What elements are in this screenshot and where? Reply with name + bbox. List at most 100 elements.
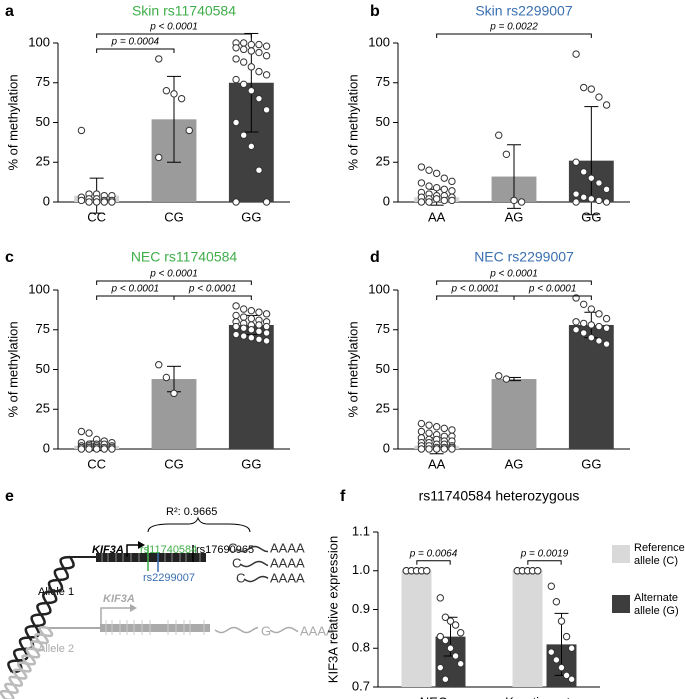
data-point <box>85 429 93 437</box>
significance-bracket <box>96 48 175 53</box>
data-point <box>547 648 555 656</box>
polya: AAAA <box>300 623 335 638</box>
data-point <box>185 126 193 135</box>
data-point <box>587 195 596 203</box>
data-point <box>580 300 588 309</box>
data-point <box>440 424 448 433</box>
data-point <box>417 419 426 428</box>
bar <box>491 379 537 449</box>
data-point <box>247 40 256 49</box>
data-point <box>580 329 588 337</box>
y-tick-label: 1.0 <box>352 562 370 577</box>
data-point <box>255 166 263 174</box>
data-point <box>417 445 426 453</box>
data-point <box>441 636 450 645</box>
y-tick-label: 100 <box>368 281 390 296</box>
y-tick-label: 75 <box>376 74 390 89</box>
data-point <box>448 177 456 186</box>
data-point <box>240 58 248 66</box>
data-point <box>432 183 441 192</box>
significance-bracket <box>436 33 592 38</box>
x-tick-label: GG <box>581 456 601 471</box>
arrow-head <box>138 541 145 549</box>
data-point <box>517 198 526 206</box>
data-point <box>92 198 101 206</box>
chart-title: Skin rs2299007 <box>475 3 573 19</box>
panel-letter: b <box>370 3 380 20</box>
data-point <box>451 652 460 660</box>
significance-bracket <box>96 33 252 38</box>
data-point <box>602 198 611 206</box>
p-value: p < 0.0001 <box>528 284 577 295</box>
data-point <box>436 594 444 602</box>
mrna <box>239 560 269 568</box>
data-point <box>423 567 431 575</box>
data-point <box>100 198 108 206</box>
data-point <box>85 198 93 206</box>
p-value: p < 0.0001 <box>489 269 538 280</box>
data-point <box>262 337 271 345</box>
data-point <box>446 644 455 652</box>
p-value: p < 0.0001 <box>451 284 500 295</box>
data-point <box>247 306 256 315</box>
x-tick-label: AA <box>428 209 446 224</box>
data-point <box>170 90 178 98</box>
data-point <box>448 426 456 434</box>
legend-swatch <box>612 545 630 563</box>
data-point <box>100 445 108 453</box>
data-point <box>441 675 450 683</box>
mrna <box>235 545 268 553</box>
legend-swatch <box>612 595 630 613</box>
exons <box>105 620 205 635</box>
data-point <box>425 182 433 190</box>
data-point <box>580 193 588 201</box>
data-point <box>587 321 596 329</box>
data-point <box>417 163 426 171</box>
y-tick-label: 50 <box>36 114 50 129</box>
y-tick-label: 25 <box>36 401 50 416</box>
y-tick-label: 0.9 <box>352 601 370 616</box>
gene-body <box>100 624 210 632</box>
y-tick-label: 100 <box>368 34 390 49</box>
data-point <box>567 675 576 683</box>
data-point <box>108 198 116 206</box>
data-point <box>595 337 603 345</box>
data-point <box>440 185 448 193</box>
significance-bracket <box>96 280 252 285</box>
p-value: p < 0.0001 <box>111 284 160 295</box>
data-point <box>262 310 271 318</box>
data-point <box>587 305 596 313</box>
y-axis-label: % of methylation <box>345 321 360 417</box>
data-point <box>232 302 240 310</box>
data-point <box>595 93 603 101</box>
data-point <box>170 389 178 398</box>
data-point <box>502 150 511 159</box>
data-point <box>436 632 444 641</box>
data-point <box>262 322 271 331</box>
data-point <box>572 50 580 58</box>
data-point <box>602 324 611 332</box>
data-point <box>85 445 93 453</box>
gene-label: KIF3A <box>92 544 124 556</box>
gene-label: KIF3A <box>103 593 135 605</box>
data-point <box>557 663 566 672</box>
panel-letter: e <box>5 488 14 505</box>
data-point <box>177 94 186 103</box>
data-point <box>425 445 433 453</box>
data-point <box>432 195 441 203</box>
y-tick-label: 100 <box>28 281 50 296</box>
data-point <box>255 327 263 336</box>
data-point <box>255 67 263 76</box>
legend-label: Alternate allele (G) <box>634 592 679 617</box>
y-tick-label: 1.1 <box>352 523 370 538</box>
dna-helix <box>0 627 54 699</box>
data-point <box>456 660 465 668</box>
data-point <box>232 330 240 339</box>
data-point <box>451 621 460 629</box>
exons <box>101 553 201 562</box>
data-point <box>162 373 171 382</box>
data-point <box>595 322 603 331</box>
data-point <box>432 445 441 453</box>
